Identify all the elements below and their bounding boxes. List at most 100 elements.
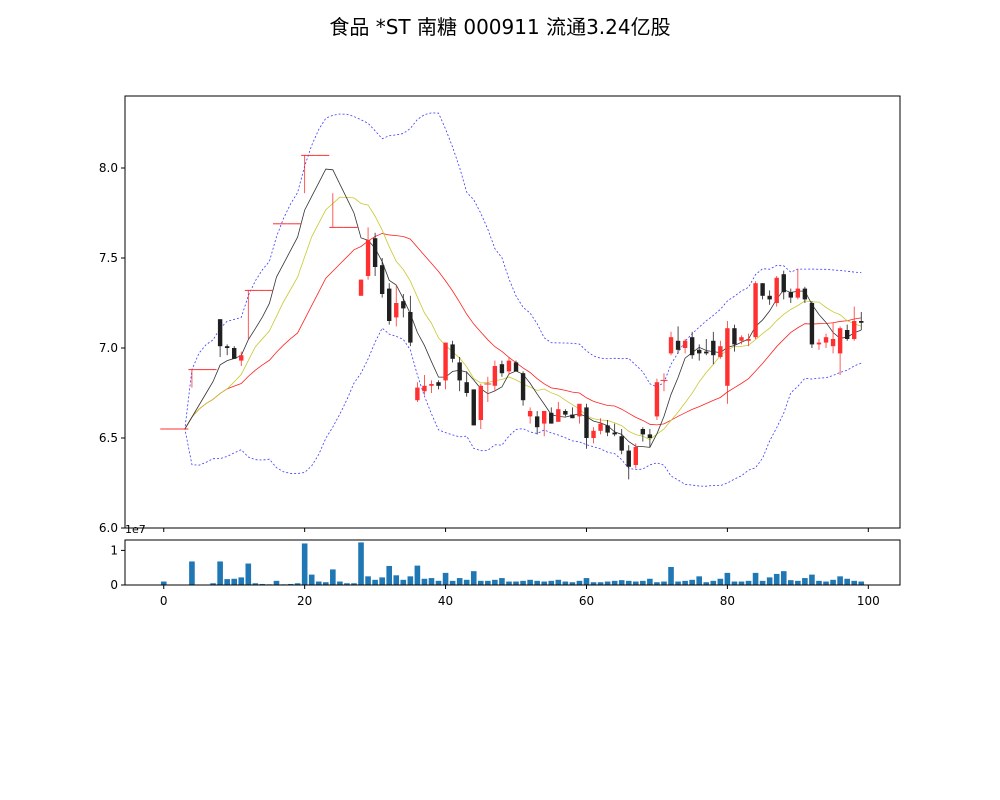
volume-bar [647, 578, 653, 585]
x-axis-ticks: 0 20 40 60 80 100 [160, 528, 880, 608]
candle-body [542, 411, 547, 424]
volume-bar [160, 581, 167, 585]
boll-upper-line [163, 112, 862, 430]
candle-body [809, 303, 815, 345]
candle-body [802, 288, 808, 300]
x-tick-label: 80 [720, 594, 735, 608]
price-panel: 6.0 6.5 7.0 7.5 8.0 [99, 95, 901, 535]
volume-bar [632, 581, 639, 585]
volume-bar [590, 582, 597, 585]
candle-body [675, 340, 681, 350]
volume-plot-area [160, 542, 865, 585]
candle-body [372, 238, 378, 267]
candle-body [584, 407, 589, 438]
candle-body [781, 274, 786, 293]
volume-bar [534, 580, 540, 585]
candle-body [408, 312, 413, 343]
volume-bar [717, 578, 724, 585]
candle-body [830, 339, 836, 347]
volume-bar [816, 580, 822, 585]
volume-bar [604, 581, 611, 585]
volume-bar [238, 577, 245, 585]
candle-body [605, 425, 610, 433]
volume-bar [618, 580, 625, 585]
volume-bar [301, 543, 308, 585]
volume-bar [428, 578, 435, 585]
volume-bar [372, 579, 378, 585]
volume-tick-label: 0 [110, 578, 118, 592]
candle-body [612, 432, 617, 435]
volume-bar [330, 569, 336, 585]
volume-bar [780, 571, 787, 585]
volume-bar [400, 579, 407, 585]
candle-body [527, 411, 533, 417]
candle-body [358, 279, 364, 296]
volume-bar [576, 580, 583, 585]
candle-body [844, 330, 850, 339]
candle-body [556, 409, 561, 422]
candle-body [795, 288, 801, 298]
volume-bar [555, 579, 562, 585]
volume-bar [689, 579, 695, 585]
volume-bar [562, 581, 569, 585]
volume-bar [668, 567, 674, 585]
volume-bar [661, 581, 667, 585]
candle-body [415, 387, 420, 401]
candle-body [760, 283, 765, 296]
volume-panel-frame [124, 539, 901, 586]
candle-body [443, 342, 448, 381]
volume-panel: 1e7 01 0 20 40 60 80 100 [110, 523, 901, 608]
candle-body [570, 414, 575, 419]
candle-body [704, 351, 709, 354]
volume-bar [640, 580, 646, 585]
volume-bar [421, 578, 428, 585]
volume-bar [224, 579, 230, 585]
price-plot-area [160, 112, 864, 487]
volume-bar [675, 581, 681, 585]
x-tick-label: 60 [579, 594, 594, 608]
volume-bar [858, 581, 865, 585]
candle-body [422, 385, 427, 392]
candle-body [767, 295, 772, 300]
candle-body [711, 340, 716, 356]
volume-bar [245, 563, 252, 585]
ma10-line [163, 196, 862, 441]
candle-body [471, 389, 476, 426]
candle-body [697, 349, 702, 354]
price-tick-label: 6.0 [99, 521, 118, 535]
candle-body [647, 434, 653, 438]
volume-bar [745, 580, 752, 585]
volume-bar [499, 578, 505, 585]
volume-bar [830, 579, 836, 585]
volume-bar [611, 580, 618, 585]
candle-body [577, 403, 582, 417]
volume-bar [442, 572, 449, 585]
candle-body [464, 382, 469, 393]
candle-body [746, 339, 751, 341]
candle-body [725, 328, 730, 386]
candle-body [633, 447, 638, 465]
x-tick-label: 20 [297, 594, 312, 608]
volume-bar [414, 565, 421, 585]
candle-body [387, 288, 392, 321]
boll-lower-line [163, 327, 862, 487]
volume-bar [287, 583, 294, 585]
x-tick-label: 100 [857, 594, 880, 608]
volume-tick-label: 1 [110, 543, 118, 557]
candle-body [457, 362, 462, 381]
candle-body [689, 337, 695, 356]
candle-body [492, 366, 498, 386]
volume-bar [710, 580, 717, 585]
price-tick-label: 6.5 [99, 431, 118, 445]
x-tick-label: 40 [438, 594, 453, 608]
volume-bar [738, 581, 745, 585]
candle-body [499, 364, 505, 374]
volume-bar [344, 583, 350, 585]
volume-bar [759, 580, 766, 585]
candle-body [429, 384, 434, 386]
price-tick-label: 8.0 [99, 161, 118, 175]
price-tick-label: 7.5 [99, 251, 118, 265]
candle-body [682, 340, 688, 348]
volume-bar [386, 565, 393, 585]
